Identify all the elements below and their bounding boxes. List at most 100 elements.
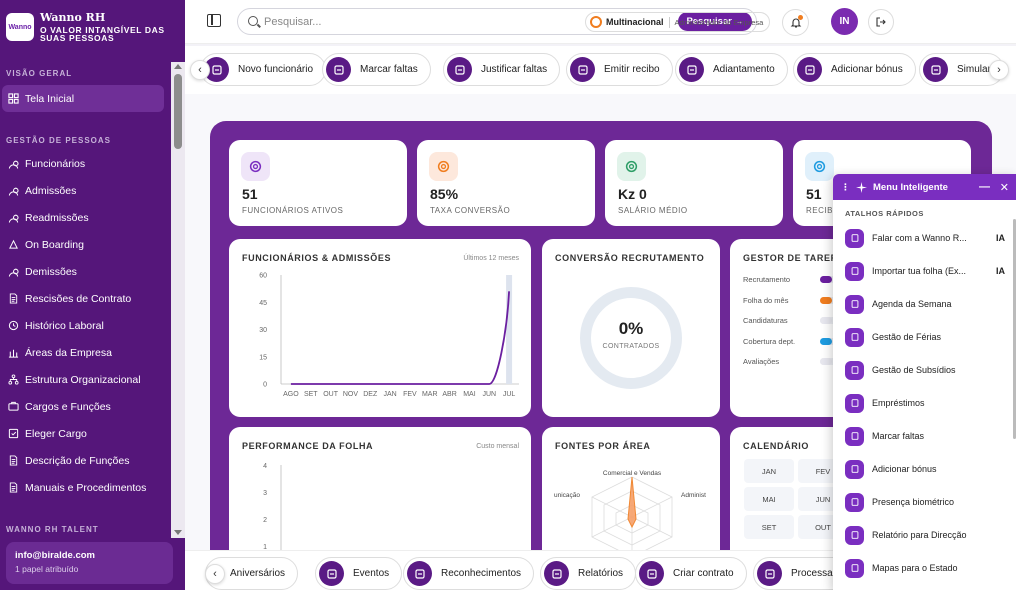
x-tick-label: AGO: [283, 391, 299, 398]
events-shortcut[interactable]: Eventos: [315, 557, 403, 590]
calendar-month[interactable]: MAI: [744, 487, 794, 511]
issue-receipt-shortcut[interactable]: Emitir recibo: [566, 53, 673, 86]
x-tick-label: JAN: [383, 391, 396, 398]
y-tick-label: 4: [263, 463, 267, 470]
loans-icon: [845, 393, 864, 413]
add-bonus-shortcut[interactable]: Adicionar bónus: [793, 53, 916, 86]
sidebar-item-eleger-cargo[interactable]: Eleger Cargo: [0, 420, 170, 447]
x-tick-label: JUN: [482, 391, 496, 398]
user-minus-icon: [8, 268, 19, 277]
smart-item-weekly-agenda[interactable]: Agenda da Semana: [845, 290, 1005, 318]
briefcase-icon: [8, 401, 19, 411]
sidebar-item-label: Admissões: [25, 184, 77, 197]
scroll-thumb[interactable]: [174, 74, 182, 149]
scroll-down-arrow-icon[interactable]: [174, 530, 182, 535]
task-label: Avaliações: [743, 357, 780, 366]
smart-item-loans[interactable]: Empréstimos: [845, 389, 1005, 417]
y-tick-label: 15: [259, 354, 267, 361]
smart-item-mark-absences[interactable]: Marcar faltas: [845, 422, 1005, 450]
conversion-value: 0%: [618, 319, 644, 338]
sidebar-item-estrutura-organizacional[interactable]: Estrutura Organizacional: [0, 366, 170, 393]
sidebar-scrollbar[interactable]: [171, 62, 185, 538]
create-contract-shortcut[interactable]: Criar contrato: [635, 557, 747, 590]
y-tick-label: 45: [259, 300, 267, 307]
ai-badge: IA: [996, 266, 1005, 276]
sidebar-item-demissoes[interactable]: Demissões: [0, 258, 170, 285]
justify-absences-shortcut[interactable]: Justificar faltas: [443, 53, 561, 86]
user-card[interactable]: info@biralde.com 1 papel atribuído: [6, 542, 173, 584]
advance-shortcut[interactable]: Adiantamento: [675, 53, 788, 86]
state-maps-icon: [845, 558, 864, 578]
shortcut-scroll-left-icon[interactable]: ‹: [190, 60, 210, 80]
smart-item-state-maps[interactable]: Mapas para o Estado: [845, 554, 1005, 582]
calendar-month[interactable]: JAN: [744, 459, 794, 483]
x-tick-label: MAI: [463, 391, 476, 398]
smart-item-add-bonus[interactable]: Adicionar bónus: [845, 455, 1005, 483]
sidebar: Wanno Wanno RH O VALOR INTANGÍVEL DAS SU…: [0, 0, 185, 590]
report-icon: [544, 561, 569, 586]
minimize-icon[interactable]: —: [979, 181, 990, 193]
sidebar-item-onboarding[interactable]: On Boarding: [0, 231, 170, 258]
close-icon[interactable]: ✕: [999, 181, 1009, 194]
sidebar-item-label: Readmissões: [25, 211, 89, 224]
task-bar-fill: [820, 358, 832, 365]
avatar[interactable]: IN: [831, 8, 858, 35]
shortcut-scroll-left-icon[interactable]: ‹: [205, 564, 225, 584]
new-employee-shortcut[interactable]: Novo funcionário: [200, 53, 327, 86]
smart-item-vacation-management[interactable]: Gestão de Férias: [845, 323, 1005, 351]
smart-item-talk-to-wanno[interactable]: Falar com a Wanno R... IA: [845, 224, 1005, 252]
sidebar-item-label: Estrutura Organizacional: [25, 373, 141, 386]
sidebar-item-admissoes[interactable]: Admissões: [0, 177, 170, 204]
sidebar-item-label: Funcionários: [25, 157, 86, 170]
shortcut-label: Adiantamento: [713, 64, 775, 75]
y-tick-label: 0: [263, 382, 267, 389]
calendar-month[interactable]: SET: [744, 515, 794, 539]
sidebar-item-historico-laboral[interactable]: Histórico Laboral: [0, 312, 170, 339]
recognitions-shortcut[interactable]: Reconhecimentos: [403, 557, 535, 590]
x-tick-label: ABR: [442, 391, 456, 398]
card-title: CALENDÁRIO: [743, 441, 809, 451]
search-input[interactable]: [264, 12, 494, 31]
brand-logo[interactable]: Wanno: [6, 13, 34, 41]
user-icon: [8, 160, 19, 169]
smart-item-label: Gestão de Férias: [872, 332, 942, 342]
smart-item-subsidies-management[interactable]: Gestão de Subsídios: [845, 356, 1005, 384]
y-tick-label: 60: [259, 273, 267, 280]
scroll-up-arrow-icon[interactable]: [174, 64, 182, 69]
smart-item-import-payroll[interactable]: Importar tua folha (Ex... IA: [845, 257, 1005, 285]
kpi-value: 51: [806, 186, 822, 202]
shortcut-scroll-right-icon[interactable]: ›: [989, 60, 1009, 80]
rocket-icon: [9, 239, 18, 249]
smart-menu-title: Menu Inteligente: [873, 181, 948, 193]
hierarchy-icon: [8, 374, 19, 385]
sidebar-item-manuais-procedimentos[interactable]: Manuais e Procedimentos: [0, 474, 170, 501]
sidebar-item-areas-empresa[interactable]: Áreas da Empresa: [0, 339, 170, 366]
smart-item-board-report[interactable]: Relatório para Direcção: [845, 521, 1005, 549]
smart-menu-header[interactable]: ⋮ Menu Inteligente — ✕: [833, 174, 1016, 200]
smart-menu-scrollbar[interactable]: [1013, 219, 1016, 439]
company-selector[interactable]: Multinacional Administrador da Empresa: [585, 12, 770, 32]
sidebar-item-descricao-funcoes[interactable]: Descrição de Funções: [0, 447, 170, 474]
shortcut-label: Criar contrato: [673, 568, 734, 579]
smart-item-label: Gestão de Subsídios: [872, 365, 956, 375]
reports-shortcut[interactable]: Relatórios: [540, 557, 637, 590]
drag-handle-icon[interactable]: ⋮: [841, 181, 850, 192]
company-name: Multinacional: [606, 17, 664, 27]
sidebar-item-cargos-funcoes[interactable]: Cargos e Funções: [0, 393, 170, 420]
sidebar-item-rescisoes[interactable]: Rescisões de Contrato: [0, 285, 170, 312]
kpi-label: RECIBOS: [806, 206, 846, 215]
notifications-button[interactable]: [782, 9, 809, 36]
search-button[interactable]: Pesquisar →: [678, 12, 752, 31]
sidebar-item-readmissoes[interactable]: Readmissões: [0, 204, 170, 231]
x-tick-label: DEZ: [363, 391, 378, 398]
logout-button[interactable]: [868, 9, 894, 35]
smart-item-label: Mapas para o Estado: [872, 563, 958, 573]
smart-item-biometric-attendance[interactable]: Presença biométrico: [845, 488, 1005, 516]
card-title: PERFORMANCE DA FOLHA: [242, 441, 374, 451]
sidebar-item-home[interactable]: Tela Inicial: [2, 85, 164, 112]
mark-absences-shortcut[interactable]: Marcar faltas: [322, 53, 431, 86]
simulate-shortcut[interactable]: Simular: [919, 53, 1004, 86]
sidebar-toggle-icon[interactable]: [207, 14, 221, 27]
sidebar-item-funcionarios[interactable]: Funcionários: [0, 150, 170, 177]
